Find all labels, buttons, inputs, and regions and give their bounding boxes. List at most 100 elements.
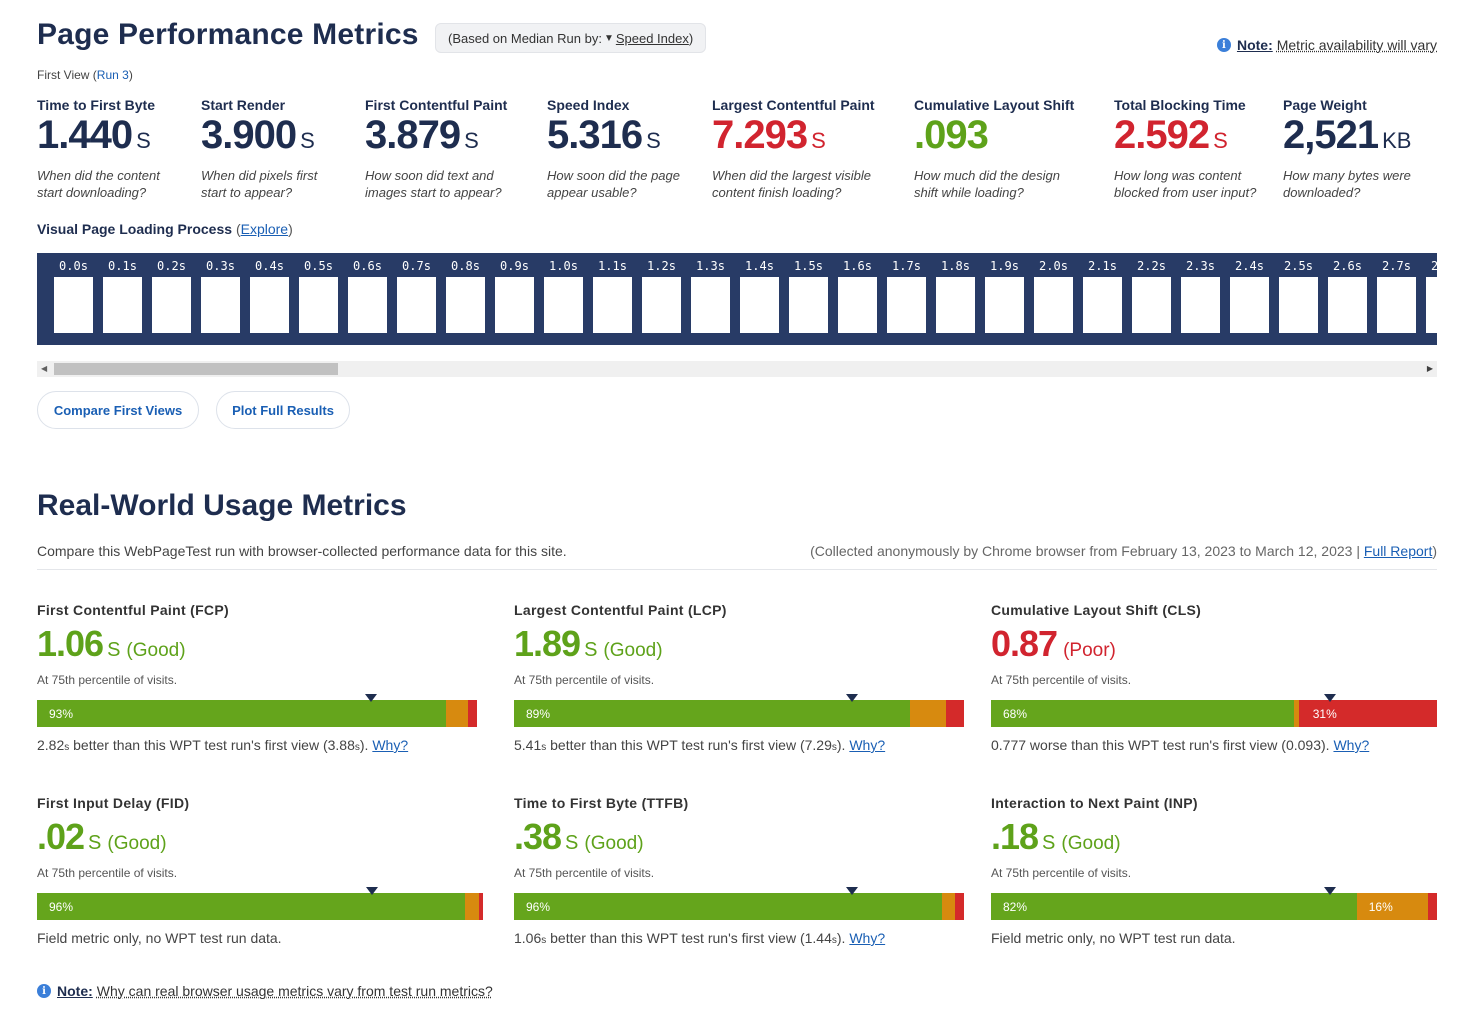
frame-time: 2.0s: [1039, 259, 1068, 273]
percentile-marker-icon: [365, 694, 378, 702]
frame-thumbnail[interactable]: [642, 277, 681, 333]
frame-thumbnail[interactable]: [1230, 277, 1269, 333]
explore-link[interactable]: Explore: [240, 221, 289, 237]
frame-thumbnail[interactable]: [1377, 277, 1416, 333]
scroll-left-icon[interactable]: ◀: [41, 364, 48, 373]
frame-thumbnail[interactable]: [495, 277, 534, 333]
metric-description: When did the largest visible content fin…: [712, 168, 871, 200]
metric-value: 1.440 S: [37, 113, 151, 157]
plot-full-results-button[interactable]: Plot Full Results: [216, 391, 350, 429]
filmstrip-frame[interactable]: 0.5s: [294, 253, 343, 333]
why-link[interactable]: Why?: [849, 930, 886, 946]
availability-note[interactable]: i Note: Metric availability will vary: [1216, 37, 1437, 53]
why-link[interactable]: Why?: [1333, 737, 1370, 753]
frame-time: 0.8s: [451, 259, 480, 273]
frame-time: 1.5s: [794, 259, 823, 273]
filmstrip-frame[interactable]: 2.2s: [1127, 253, 1176, 333]
frame-thumbnail[interactable]: [544, 277, 583, 333]
frame-thumbnail[interactable]: [887, 277, 926, 333]
frame-thumbnail[interactable]: [1034, 277, 1073, 333]
frame-thumbnail[interactable]: [446, 277, 485, 333]
filmstrip-frame[interactable]: 1.7s: [882, 253, 931, 333]
frame-thumbnail[interactable]: [936, 277, 975, 333]
filmstrip-frame[interactable]: 1.1s: [588, 253, 637, 333]
card-comparison-note: 0.777 worse than this WPT test run's fir…: [991, 737, 1370, 753]
filmstrip-frame[interactable]: 0.8s: [441, 253, 490, 333]
filmstrip-frame[interactable]: 0.9s: [490, 253, 539, 333]
filmstrip-frame[interactable]: 1.3s: [686, 253, 735, 333]
filmstrip-frame[interactable]: 1.2s: [637, 253, 686, 333]
filmstrip-frame[interactable]: 2.7s: [1372, 253, 1421, 333]
bar-good: 96%: [37, 893, 466, 920]
frame-thumbnail[interactable]: [1426, 277, 1437, 333]
card-percentile: At 75th percentile of visits.: [37, 866, 178, 880]
frame-thumbnail[interactable]: [593, 277, 632, 333]
filmstrip-scrollbar[interactable]: ◀ ▶: [37, 361, 1437, 377]
scroll-right-icon[interactable]: ▶: [1426, 364, 1433, 373]
frame-thumbnail[interactable]: [789, 277, 828, 333]
median-run-selector[interactable]: (Based on Median Run by: ▼ Speed Index ): [435, 23, 707, 53]
frame-thumbnail[interactable]: [299, 277, 338, 333]
filmstrip-frame[interactable]: 2.8s: [1421, 253, 1437, 333]
metric-card: Time to First Byte (TTFB) .38 S (Good) At 75…: [514, 795, 964, 946]
metric-unit: S: [464, 128, 479, 153]
frame-thumbnail[interactable]: [1328, 277, 1367, 333]
median-metric-link[interactable]: Speed Index: [615, 30, 689, 46]
filmstrip-frame[interactable]: 0.1s: [98, 253, 147, 333]
filmstrip-frame[interactable]: 2.3s: [1176, 253, 1225, 333]
metric-label: Speed Index: [547, 97, 630, 113]
why-link[interactable]: Why?: [372, 737, 409, 753]
frame-thumbnail[interactable]: [691, 277, 730, 333]
filmstrip-frame[interactable]: 0.7s: [392, 253, 441, 333]
metric-card: Cumulative Layout Shift (CLS) 0.87 (Poor) A…: [991, 602, 1437, 753]
frame-thumbnail[interactable]: [1181, 277, 1220, 333]
full-report-link[interactable]: Full Report: [1363, 543, 1433, 559]
note-text[interactable]: Metric availability will vary: [1276, 37, 1437, 53]
frame-thumbnail[interactable]: [397, 277, 436, 333]
frame-thumbnail[interactable]: [985, 277, 1024, 333]
bar-poor: 31%: [1298, 700, 1437, 727]
metric-unit: S: [811, 128, 826, 153]
compare-first-views-button[interactable]: Compare First Views: [37, 391, 199, 429]
frame-thumbnail[interactable]: [54, 277, 93, 333]
frame-thumbnail[interactable]: [201, 277, 240, 333]
metric-label: Cumulative Layout Shift: [914, 97, 1075, 113]
filmstrip-frame[interactable]: 2.0s: [1029, 253, 1078, 333]
frame-thumbnail[interactable]: [1132, 277, 1171, 333]
frame-thumbnail[interactable]: [348, 277, 387, 333]
filmstrip-frame[interactable]: 2.4s: [1225, 253, 1274, 333]
run-link[interactable]: Run 3: [96, 68, 129, 82]
bar-good: 96%: [514, 893, 942, 920]
frame-thumbnail[interactable]: [740, 277, 779, 333]
filmstrip-frame[interactable]: 1.5s: [784, 253, 833, 333]
filmstrip-frame[interactable]: 2.1s: [1078, 253, 1127, 333]
filmstrip-frame[interactable]: 0.6s: [343, 253, 392, 333]
filmstrip-frame[interactable]: 0.4s: [245, 253, 294, 333]
frame-thumbnail[interactable]: [250, 277, 289, 333]
frame-thumbnail[interactable]: [103, 277, 142, 333]
filmstrip-frame[interactable]: 1.4s: [735, 253, 784, 333]
filmstrip-frame[interactable]: 2.5s: [1274, 253, 1323, 333]
caret-down-icon[interactable]: ▼: [603, 32, 614, 44]
filmstrip[interactable]: 0.0s 0.1s 0.2s 0.3s 0.4s 0.5s 0.6s 0.7s 0.8s 0.9s…: [37, 253, 1437, 345]
metric-7: Page Weight 2,521 KB How many bytes were do…: [1283, 97, 1411, 201]
filmstrip-frame[interactable]: 2.6s: [1323, 253, 1372, 333]
frame-thumbnail[interactable]: [1279, 277, 1318, 333]
note-text[interactable]: Why can real browser usage metrics vary …: [96, 983, 493, 999]
filmstrip-frame[interactable]: 1.8s: [931, 253, 980, 333]
frame-thumbnail[interactable]: [152, 277, 191, 333]
frame-thumbnail[interactable]: [1083, 277, 1122, 333]
metric-card: First Input Delay (FID) .02 S (Good) At 75th…: [37, 795, 483, 946]
scrollbar-thumb[interactable]: [54, 363, 338, 375]
card-value: .18 S (Good): [991, 816, 1121, 857]
filmstrip-frame[interactable]: 1.6s: [833, 253, 882, 333]
filmstrip-frame[interactable]: 0.2s: [147, 253, 196, 333]
filmstrip-frame[interactable]: 1.0s: [539, 253, 588, 333]
filmstrip-frame[interactable]: 1.9s: [980, 253, 1029, 333]
variance-note[interactable]: i Note: Why can real browser usage metri…: [37, 983, 493, 999]
frame-thumbnail[interactable]: [838, 277, 877, 333]
why-link[interactable]: Why?: [849, 737, 886, 753]
filmstrip-frame[interactable]: 0.3s: [196, 253, 245, 333]
card-value: 0.87 (Poor): [991, 623, 1116, 664]
filmstrip-frame[interactable]: 0.0s: [49, 253, 98, 333]
